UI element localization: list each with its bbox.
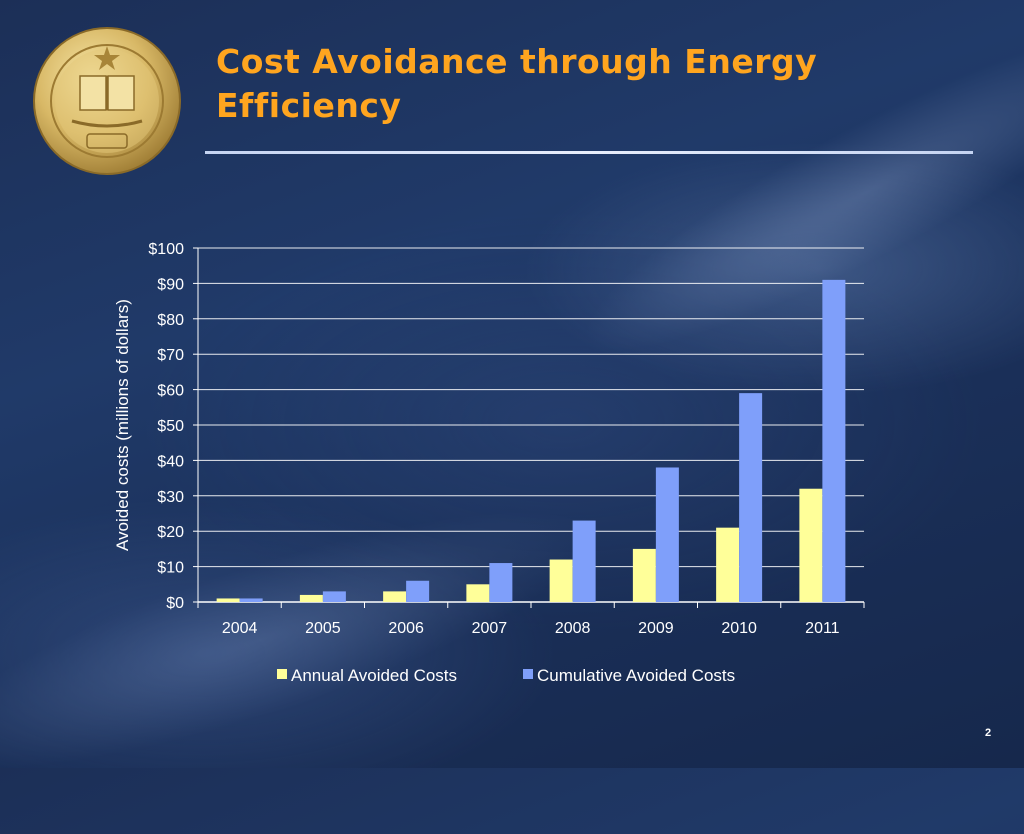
x-tick-label: 2006 (388, 620, 424, 637)
y-tick-label: $50 (157, 418, 184, 435)
bar-cumulative-2006 (406, 580, 430, 602)
bar-annual-2004 (216, 598, 240, 602)
legend-swatch-annual (277, 669, 287, 679)
y-tick-label: $0 (166, 595, 184, 612)
bar-cumulative-2005 (322, 591, 346, 602)
y-tick-label: $100 (148, 241, 184, 258)
y-tick-label: $10 (157, 560, 184, 577)
y-axis-label: Avoided costs (millions of dollars) (113, 299, 132, 551)
x-tick-label: 2010 (721, 620, 757, 637)
bar-annual-2011 (799, 488, 823, 602)
y-tick-label: $90 (157, 276, 184, 293)
bar-cumulative-2011 (822, 279, 846, 602)
bar-annual-2006 (383, 591, 407, 602)
x-tick-label: 2011 (805, 620, 840, 637)
y-tick-label: $70 (157, 347, 184, 364)
x-tick-label: 2004 (222, 620, 258, 637)
bar-cumulative-2007 (489, 563, 513, 602)
y-tick-label: $40 (157, 453, 184, 470)
bar-cumulative-2008 (572, 520, 596, 602)
bar-annual-2005 (299, 594, 323, 602)
university-seal-icon (33, 27, 181, 175)
legend-label-annual: Annual Avoided Costs (291, 666, 457, 685)
y-tick-label: $30 (157, 489, 184, 506)
slide-number: 2 (984, 727, 992, 739)
x-tick-label: 2009 (638, 620, 674, 637)
bar-annual-2008 (549, 559, 573, 602)
bar-cumulative-2004 (239, 598, 263, 602)
y-tick-label: $80 (157, 312, 184, 329)
slide-title-line2: Efficiency (216, 86, 402, 125)
x-tick-label: 2008 (555, 620, 591, 637)
bar-cumulative-2009 (655, 467, 679, 602)
slide-title: Cost Avoidance through Energy Efficiency (216, 40, 916, 128)
slide-title-line1: Cost Avoidance through Energy (216, 42, 818, 81)
y-tick-label: $60 (157, 383, 184, 400)
bar-annual-2007 (466, 584, 490, 602)
legend-swatch-cumulative (523, 669, 533, 679)
bar-cumulative-2010 (739, 393, 763, 602)
x-tick-label: 2005 (305, 620, 341, 637)
bar-annual-2010 (716, 527, 740, 602)
bar-chart: $0 $10 $20 $30 $40 $50 $60 $70 $80 $90 $100 2004 200… (113, 241, 846, 685)
y-tick-label: $20 (157, 524, 184, 541)
x-tick-label: 2007 (472, 620, 508, 637)
legend-label-cumulative: Cumulative Avoided Costs (537, 666, 735, 685)
title-divider (205, 151, 973, 154)
bar-annual-2009 (632, 548, 656, 602)
